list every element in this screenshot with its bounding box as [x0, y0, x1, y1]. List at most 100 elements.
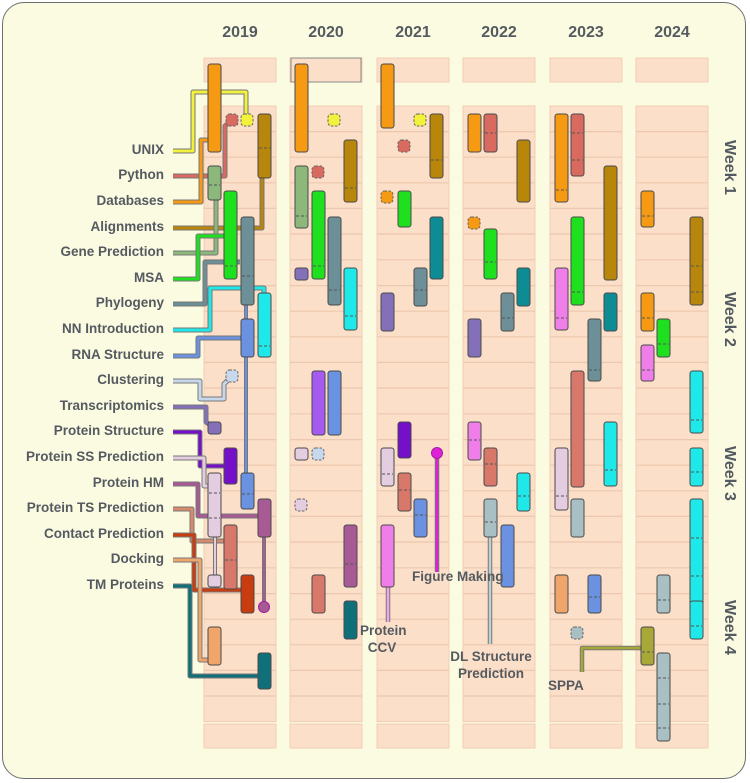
b23-dl-sm: [570, 626, 584, 640]
b22-orange-sm-rect: [467, 216, 481, 230]
closing-cell: [462, 723, 536, 749]
b19-rna-2: [240, 472, 255, 510]
b20-python-rect: [311, 165, 325, 179]
b24-dl-rect: [656, 574, 671, 614]
b19-ss-rect: [207, 472, 222, 538]
b20-rna-rect: [327, 370, 342, 436]
b19-alignments: [257, 113, 272, 179]
b19-clustering: [225, 369, 239, 383]
b22-dl-rect: [483, 498, 498, 538]
b22-unix-rect: [467, 113, 482, 153]
b22-ts: [483, 447, 498, 487]
unix-connector: [173, 90, 248, 153]
b19-ss-2-rect: [207, 574, 222, 588]
topic-label: Protein TS Prediction: [26, 500, 164, 515]
topic-label: Docking: [110, 551, 164, 566]
b23-pink: [554, 267, 569, 331]
b22-ts-rect: [483, 447, 498, 487]
b19-rna-rect: [240, 318, 255, 358]
b19-clustering-rect: [225, 369, 239, 383]
ts-prediction-connector: [173, 507, 232, 543]
b24-pink: [640, 344, 655, 382]
b19-protein-structure: [223, 447, 238, 485]
b20-unix: [294, 63, 309, 153]
databases-connector: [173, 138, 210, 204]
b21-rna-rect: [413, 498, 428, 538]
b20-alignments-rect: [343, 139, 358, 203]
b24-unix: [640, 190, 655, 228]
b20-protein-structure-rect: [311, 370, 326, 436]
b23-phylogeny: [587, 318, 602, 382]
b23-rna: [587, 574, 602, 614]
b19-phylogeny: [240, 216, 255, 306]
b24-nn-2-rect: [689, 447, 704, 487]
b19-contact-rect: [240, 574, 255, 614]
b20-databases-rect: [327, 113, 341, 127]
closing-cell: [203, 723, 277, 749]
year-header: 2024: [654, 24, 690, 41]
b19-protein-structure-rect: [223, 447, 238, 485]
topic-label: Protein Structure: [53, 423, 164, 438]
b23-ts-rect: [570, 370, 585, 488]
b19-databases-rect: [240, 113, 254, 127]
b24-dl: [656, 574, 671, 614]
clustering-connector: [173, 376, 232, 401]
b19-gene-prediction-rect: [207, 165, 222, 201]
b19-ss-2: [207, 574, 222, 588]
b22-pink: [467, 421, 482, 461]
b20-ss-2-rect: [294, 498, 308, 512]
b19-msa-rect: [223, 190, 238, 280]
b19-gene-prediction: [207, 165, 222, 201]
annotation-dl-structure-prediction: DL Structure Prediction: [450, 649, 532, 681]
rna-structure-connector: [173, 336, 244, 358]
b19-python: [225, 113, 239, 127]
schedule-grid: [203, 57, 709, 749]
phylogeny-connector: [173, 260, 240, 306]
b20-tm-rect: [343, 600, 358, 640]
b19-hm: [257, 498, 272, 538]
b23-teal: [603, 292, 618, 332]
nn-connector: [173, 286, 266, 332]
b24-pink-rect: [640, 344, 655, 382]
year-header: 2022: [481, 24, 517, 41]
b21-phylogeny: [413, 267, 428, 307]
b22-rna-rect: [500, 524, 515, 588]
b23-alignments: [603, 165, 618, 281]
b19-rna: [240, 318, 255, 358]
topic-label: Clustering: [97, 372, 164, 387]
b21-unix: [380, 63, 395, 129]
b20-rna: [327, 370, 342, 436]
b21-msa-rect: [397, 190, 412, 228]
protein-hm-connector: [173, 482, 262, 518]
topic-label: UNIX: [131, 142, 164, 157]
b19-docking: [207, 626, 222, 666]
year-header: 2023: [568, 24, 604, 41]
year-header: 2019: [222, 24, 258, 41]
b19-databases: [240, 113, 254, 127]
b20-nn: [343, 267, 358, 331]
b20-nn-rect: [343, 267, 358, 331]
b24-alignments: [689, 216, 704, 306]
topic-label: Gene Prediction: [60, 244, 164, 259]
b21-phylogeny-rect: [413, 267, 428, 307]
topic-label: Contact Prediction: [43, 526, 164, 541]
topic-label: Alignments: [90, 219, 164, 234]
alignments-connector: [173, 174, 264, 230]
b20-ss: [294, 447, 309, 461]
b20-msa-rect: [311, 190, 326, 280]
b20-python: [311, 165, 325, 179]
b19-unix-rect: [207, 63, 222, 153]
b24-dl-2: [656, 652, 671, 742]
topic-label: MSA: [134, 270, 164, 285]
b20-ts: [311, 574, 326, 614]
b20-hm: [343, 524, 358, 588]
b21-alignments: [429, 113, 444, 179]
b22-python: [483, 113, 498, 153]
b23-dl-sm-rect: [570, 626, 584, 640]
b20-tm: [343, 600, 358, 640]
b20-transcriptomics: [294, 267, 309, 281]
b21-msa: [397, 190, 412, 228]
b24-nn-4-rect: [689, 600, 704, 640]
b20-ss-2: [294, 498, 308, 512]
b19-nn: [257, 292, 272, 358]
